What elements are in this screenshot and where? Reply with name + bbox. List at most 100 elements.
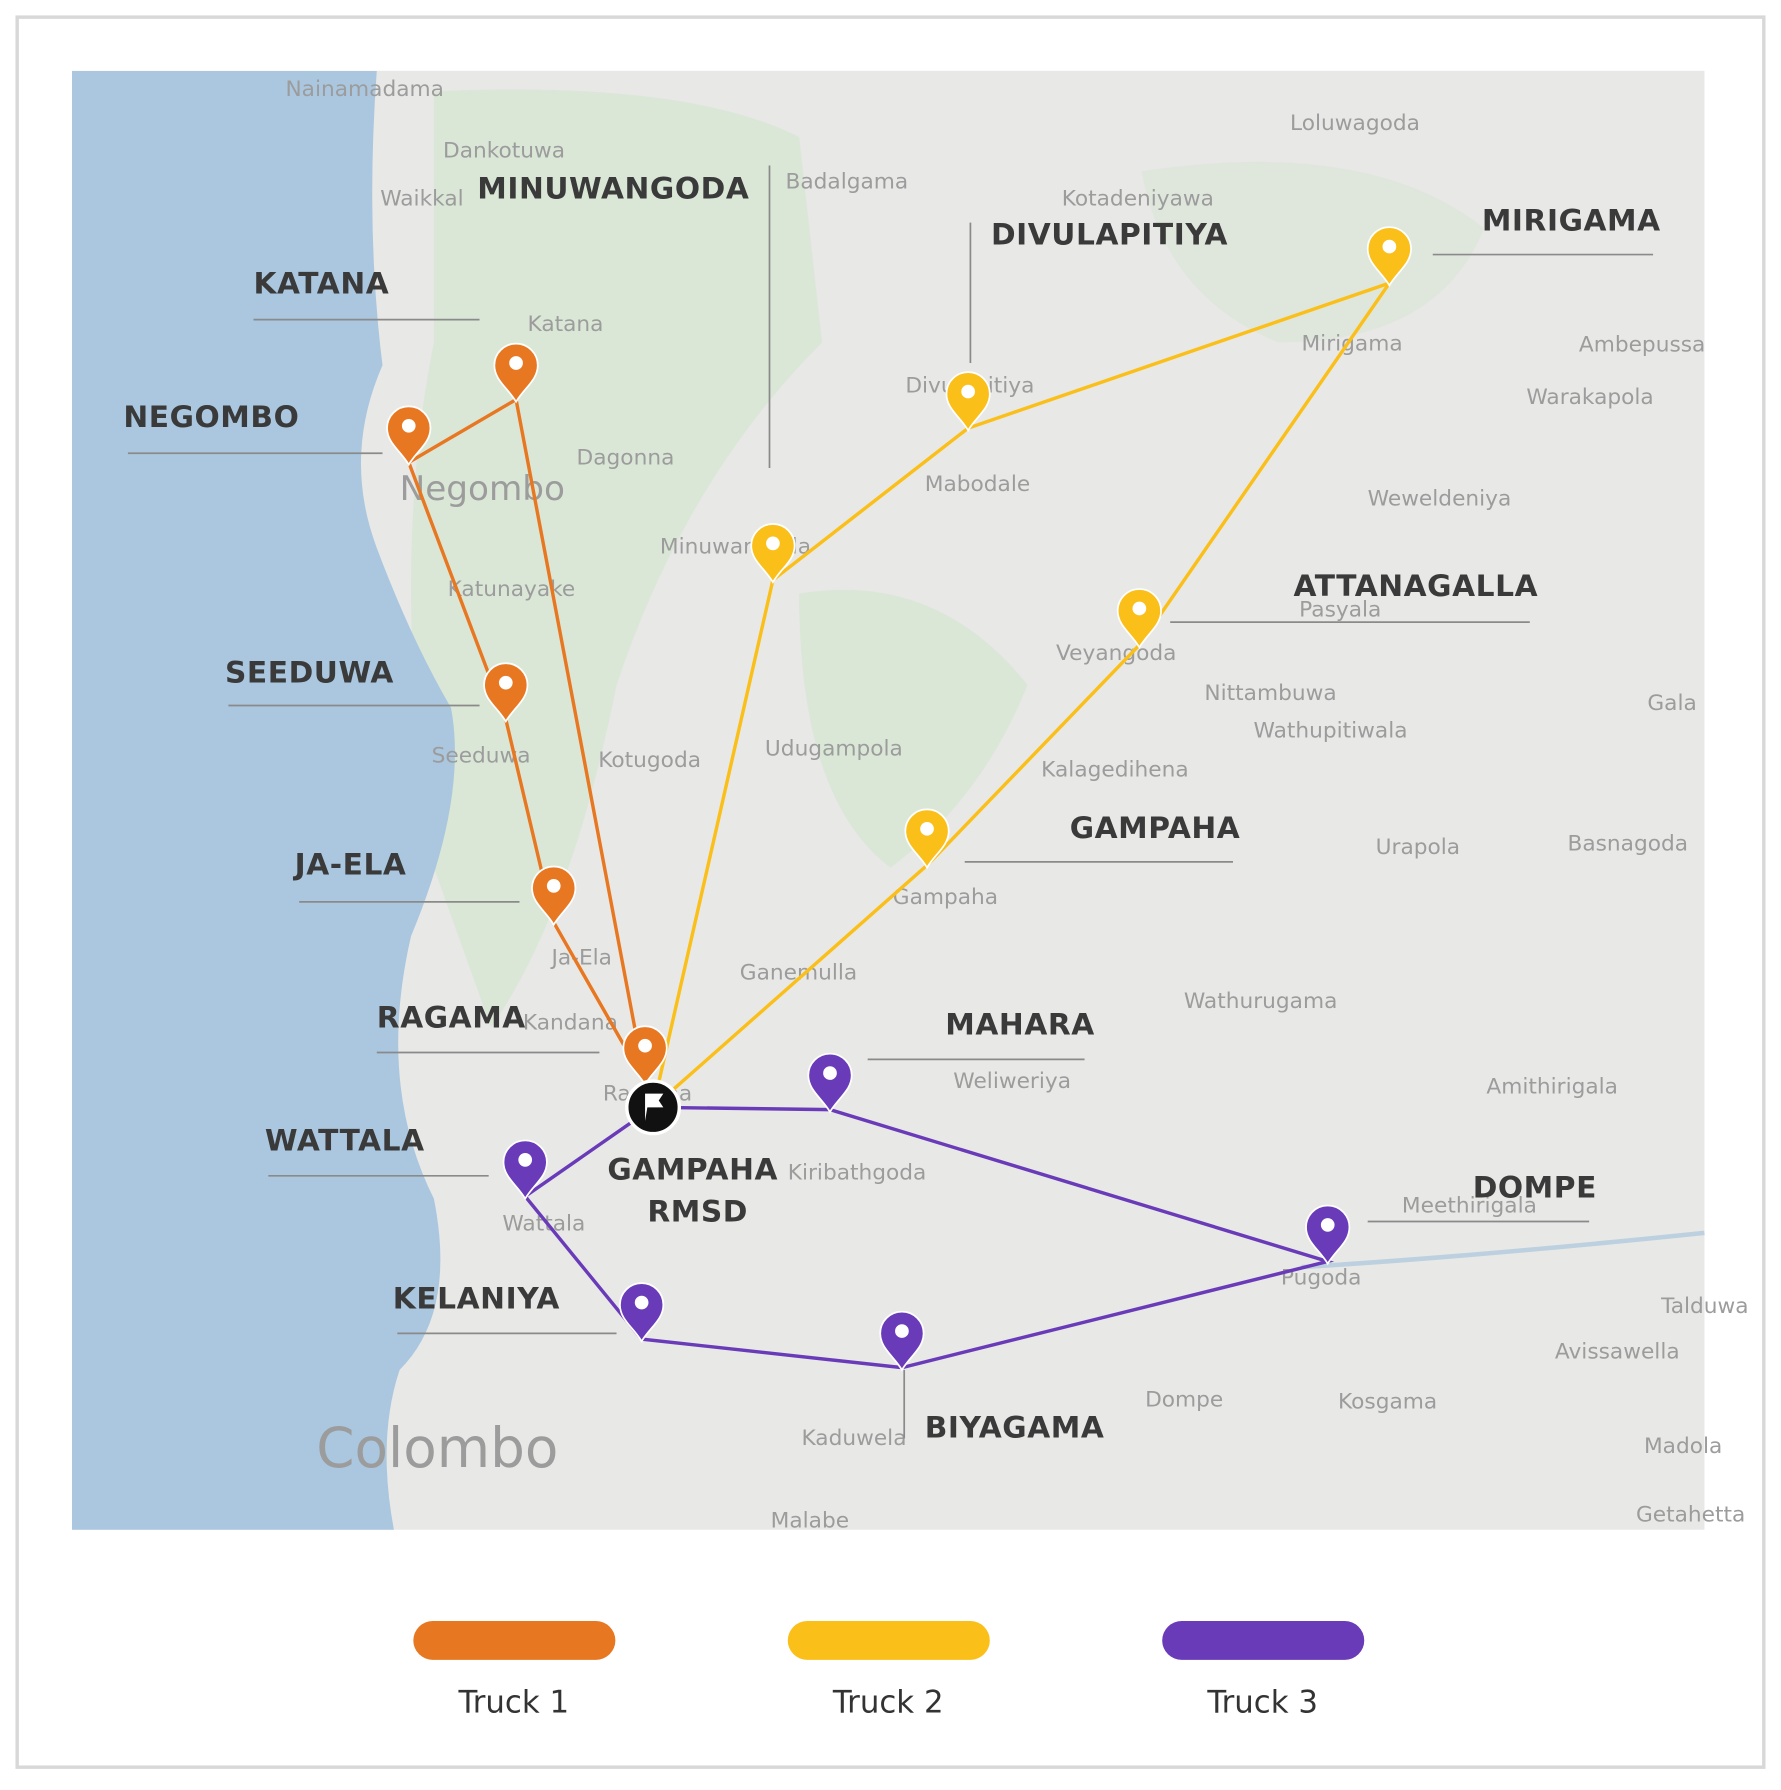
place-label: Gampaha (893, 885, 998, 910)
green-areas (411, 89, 1485, 1028)
pin-dot (766, 536, 780, 551)
stop-pin (619, 1282, 665, 1344)
pin-dot (1320, 1218, 1335, 1232)
place-label: Ambepussa (1579, 333, 1705, 358)
pin-dot (638, 1038, 652, 1053)
legend: Truck 1 Truck 2 Truck 3 (413, 1621, 1365, 1720)
stop-pin (879, 1310, 925, 1372)
pin-dot (1132, 601, 1147, 616)
depot-label: GAMPAHA (607, 1151, 778, 1186)
place-label: Badalgama (785, 169, 908, 194)
stop-label: MIRIGAMA (1482, 203, 1661, 238)
place-label: Udugampola (765, 737, 903, 762)
place-label: Waikkal (380, 186, 463, 211)
pin-dot (498, 675, 513, 690)
place-label: Malabe (771, 1508, 849, 1533)
stop-pin (1116, 588, 1162, 649)
pin-dot (920, 821, 934, 836)
place-label: Wathurugama (1184, 989, 1337, 1014)
place-label: Loluwagoda (1290, 111, 1420, 136)
stop-label: WATTALA (265, 1123, 425, 1158)
legend-label: Truck 2 (832, 1684, 944, 1720)
stop-label: NEGOMBO (123, 399, 299, 434)
stop-pin (750, 523, 796, 584)
place-label: Gala (1647, 691, 1696, 716)
place-label: Weliweriya (953, 1069, 1071, 1094)
place-label: Talduwa (1660, 1294, 1749, 1319)
stop-label: GAMPAHA (1070, 810, 1241, 845)
depot-flag (645, 1093, 664, 1122)
stop-label: DIVULAPITIYA (991, 216, 1228, 251)
stop-pin (945, 371, 991, 433)
legend-swatch (413, 1621, 616, 1660)
stop-labels: RAGAMA KATANA NEGOMBO SEEDUWA JA-ELA MINUWANG… (123, 165, 1661, 1444)
stop-pin (502, 1139, 548, 1201)
pin-dot (518, 1152, 533, 1167)
place-label: Ganemulla (740, 960, 857, 985)
stop-pin (904, 808, 950, 870)
place-label: Negombo (400, 469, 565, 509)
stop-label: BIYAGAMA (925, 1409, 1105, 1444)
stop-label: MAHARA (945, 1006, 1095, 1041)
depot-marker (625, 1079, 682, 1136)
place-label: Wathupitiwala (1254, 718, 1408, 743)
pin-dot (1382, 239, 1397, 254)
place-label: Weweldeniya (1368, 487, 1512, 512)
place-label: Veyangoda (1056, 641, 1176, 666)
place-label: Urapola (1376, 835, 1460, 860)
place-label: Kotugoda (598, 748, 701, 773)
pin-dot (509, 356, 523, 370)
place-label: Avissawella (1555, 1339, 1680, 1364)
sea (71, 70, 455, 1530)
depot-label: RMSD (647, 1193, 748, 1228)
place-label: Kiribathgoda (788, 1160, 927, 1185)
stop-pin (622, 1025, 668, 1087)
legend-swatch (1162, 1621, 1365, 1660)
pin-dot (823, 1066, 837, 1080)
stop-pin (1366, 226, 1412, 288)
place-label: Dompe (1145, 1387, 1223, 1412)
depot: GAMPAHA RMSD (607, 1079, 778, 1228)
place-label: Kotadeniyawa (1062, 186, 1214, 211)
pin-dot (961, 384, 975, 399)
pins (386, 226, 1412, 1372)
pin-dot (546, 879, 561, 893)
place-label: Dankotuwa (443, 139, 565, 164)
stop-label: RAGAMA (377, 999, 526, 1034)
place-label: Kalagedihena (1041, 757, 1188, 782)
place-label: Madola (1644, 1434, 1722, 1459)
stop-pin (531, 865, 577, 927)
stop-pin (483, 662, 529, 724)
place-label: Pasyala (1299, 597, 1381, 622)
stop-label: JA-ELA (293, 846, 407, 881)
legend-label: Truck 1 (457, 1684, 569, 1720)
place-label: Colombo (316, 1416, 558, 1480)
pin-dot (895, 1324, 909, 1338)
base-labels: Nainamadama Dankotuwa Waikkal Badalgama Lolu… (285, 77, 1748, 1534)
legend-swatch (787, 1621, 990, 1660)
place-label: Kosgama (1338, 1390, 1437, 1415)
place-label: Dagonna (577, 446, 675, 471)
place-label: Katunayake (448, 577, 576, 602)
pin-dot (634, 1295, 649, 1310)
stop-label: ATTANAGALLA (1293, 568, 1538, 603)
stop-label: KATANA (253, 265, 389, 300)
stop-label: KELANIYA (393, 1280, 560, 1315)
river (1301, 1230, 1705, 1270)
pin-dot (401, 418, 416, 433)
place-label: Getahetta (1636, 1503, 1745, 1528)
stop-label: SEEDUWA (225, 655, 394, 690)
place-label: Katana (527, 312, 603, 337)
stop-label: MINUWANGODA (477, 171, 749, 206)
place-label: Nainamadama (285, 77, 443, 102)
stop-pin (807, 1052, 853, 1114)
place-label: Basnagoda (1567, 831, 1688, 856)
place-label: Kaduwela (801, 1426, 906, 1451)
stop-pin (1305, 1204, 1351, 1266)
place-label: Warakapola (1526, 385, 1653, 410)
place-label: Meethirigala (1402, 1193, 1537, 1218)
stop-label: DOMPE (1473, 1170, 1597, 1205)
place-label: Amithirigala (1486, 1075, 1618, 1100)
place-label: Nittambuwa (1204, 681, 1336, 706)
